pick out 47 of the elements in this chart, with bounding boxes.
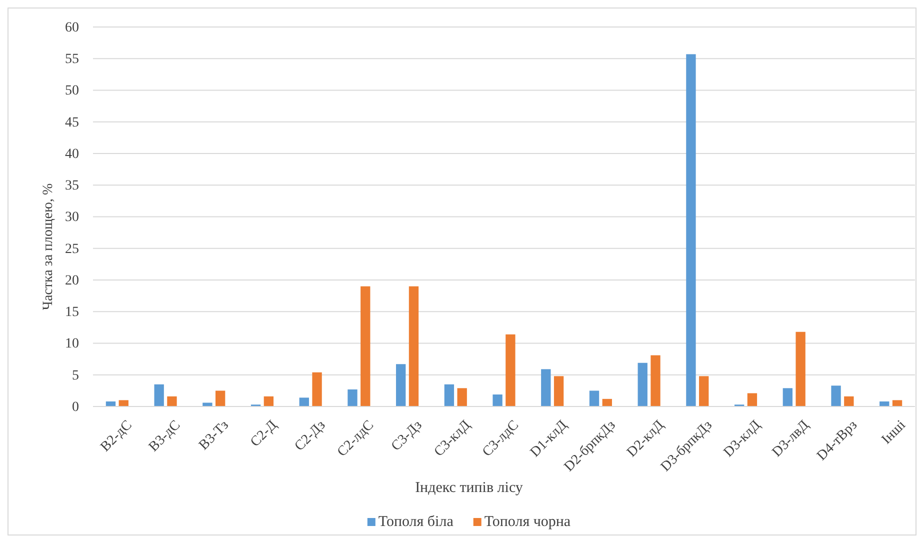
- bar: [554, 376, 564, 406]
- bar: [457, 388, 467, 406]
- y-tick-label: 25: [65, 242, 79, 257]
- bar: [650, 355, 660, 406]
- bar: [264, 396, 274, 406]
- bar: [892, 400, 902, 406]
- y-tick-label: 30: [65, 210, 79, 226]
- y-tick-label: 10: [65, 336, 79, 352]
- bar: [167, 396, 177, 406]
- legend-label: Тополя чорна: [484, 514, 571, 530]
- y-tick-label: 40: [65, 146, 79, 162]
- y-tick-label: 15: [65, 305, 79, 320]
- bar: [348, 389, 358, 406]
- bar: [312, 372, 322, 406]
- y-tick-label: 35: [65, 178, 79, 194]
- legend-label: Тополя біла: [378, 514, 454, 530]
- bar: [831, 386, 841, 406]
- bar: [492, 394, 502, 406]
- bar: [396, 364, 406, 406]
- bar: [699, 376, 709, 406]
- y-tick-label: 60: [65, 20, 79, 36]
- bar: [118, 400, 128, 406]
- bar: [796, 332, 806, 406]
- bar: [215, 390, 226, 406]
- y-axis-title: Частка за площею, %: [41, 183, 56, 310]
- y-tick-label: 20: [65, 273, 79, 288]
- y-tick-label: 55: [65, 52, 79, 68]
- bar: [408, 286, 419, 406]
- bar: [506, 334, 516, 406]
- bar: [686, 54, 696, 406]
- bar: [541, 369, 551, 406]
- x-axis-title: Індекс типів лісу: [415, 480, 524, 496]
- bar: [444, 384, 454, 406]
- bar: [154, 384, 164, 406]
- y-tick-label: 50: [65, 84, 79, 99]
- y-tick-label: 45: [65, 115, 79, 130]
- bar: [299, 398, 309, 406]
- bar: [589, 390, 600, 406]
- bar: [202, 402, 212, 406]
- bar: [360, 286, 370, 406]
- y-tick-label: 5: [72, 368, 79, 384]
- bar: [747, 393, 758, 406]
- bar: [844, 396, 854, 406]
- bar: [602, 398, 612, 406]
- y-tick-label: 0: [72, 400, 79, 415]
- bar: [638, 362, 648, 406]
- bar: [782, 388, 793, 406]
